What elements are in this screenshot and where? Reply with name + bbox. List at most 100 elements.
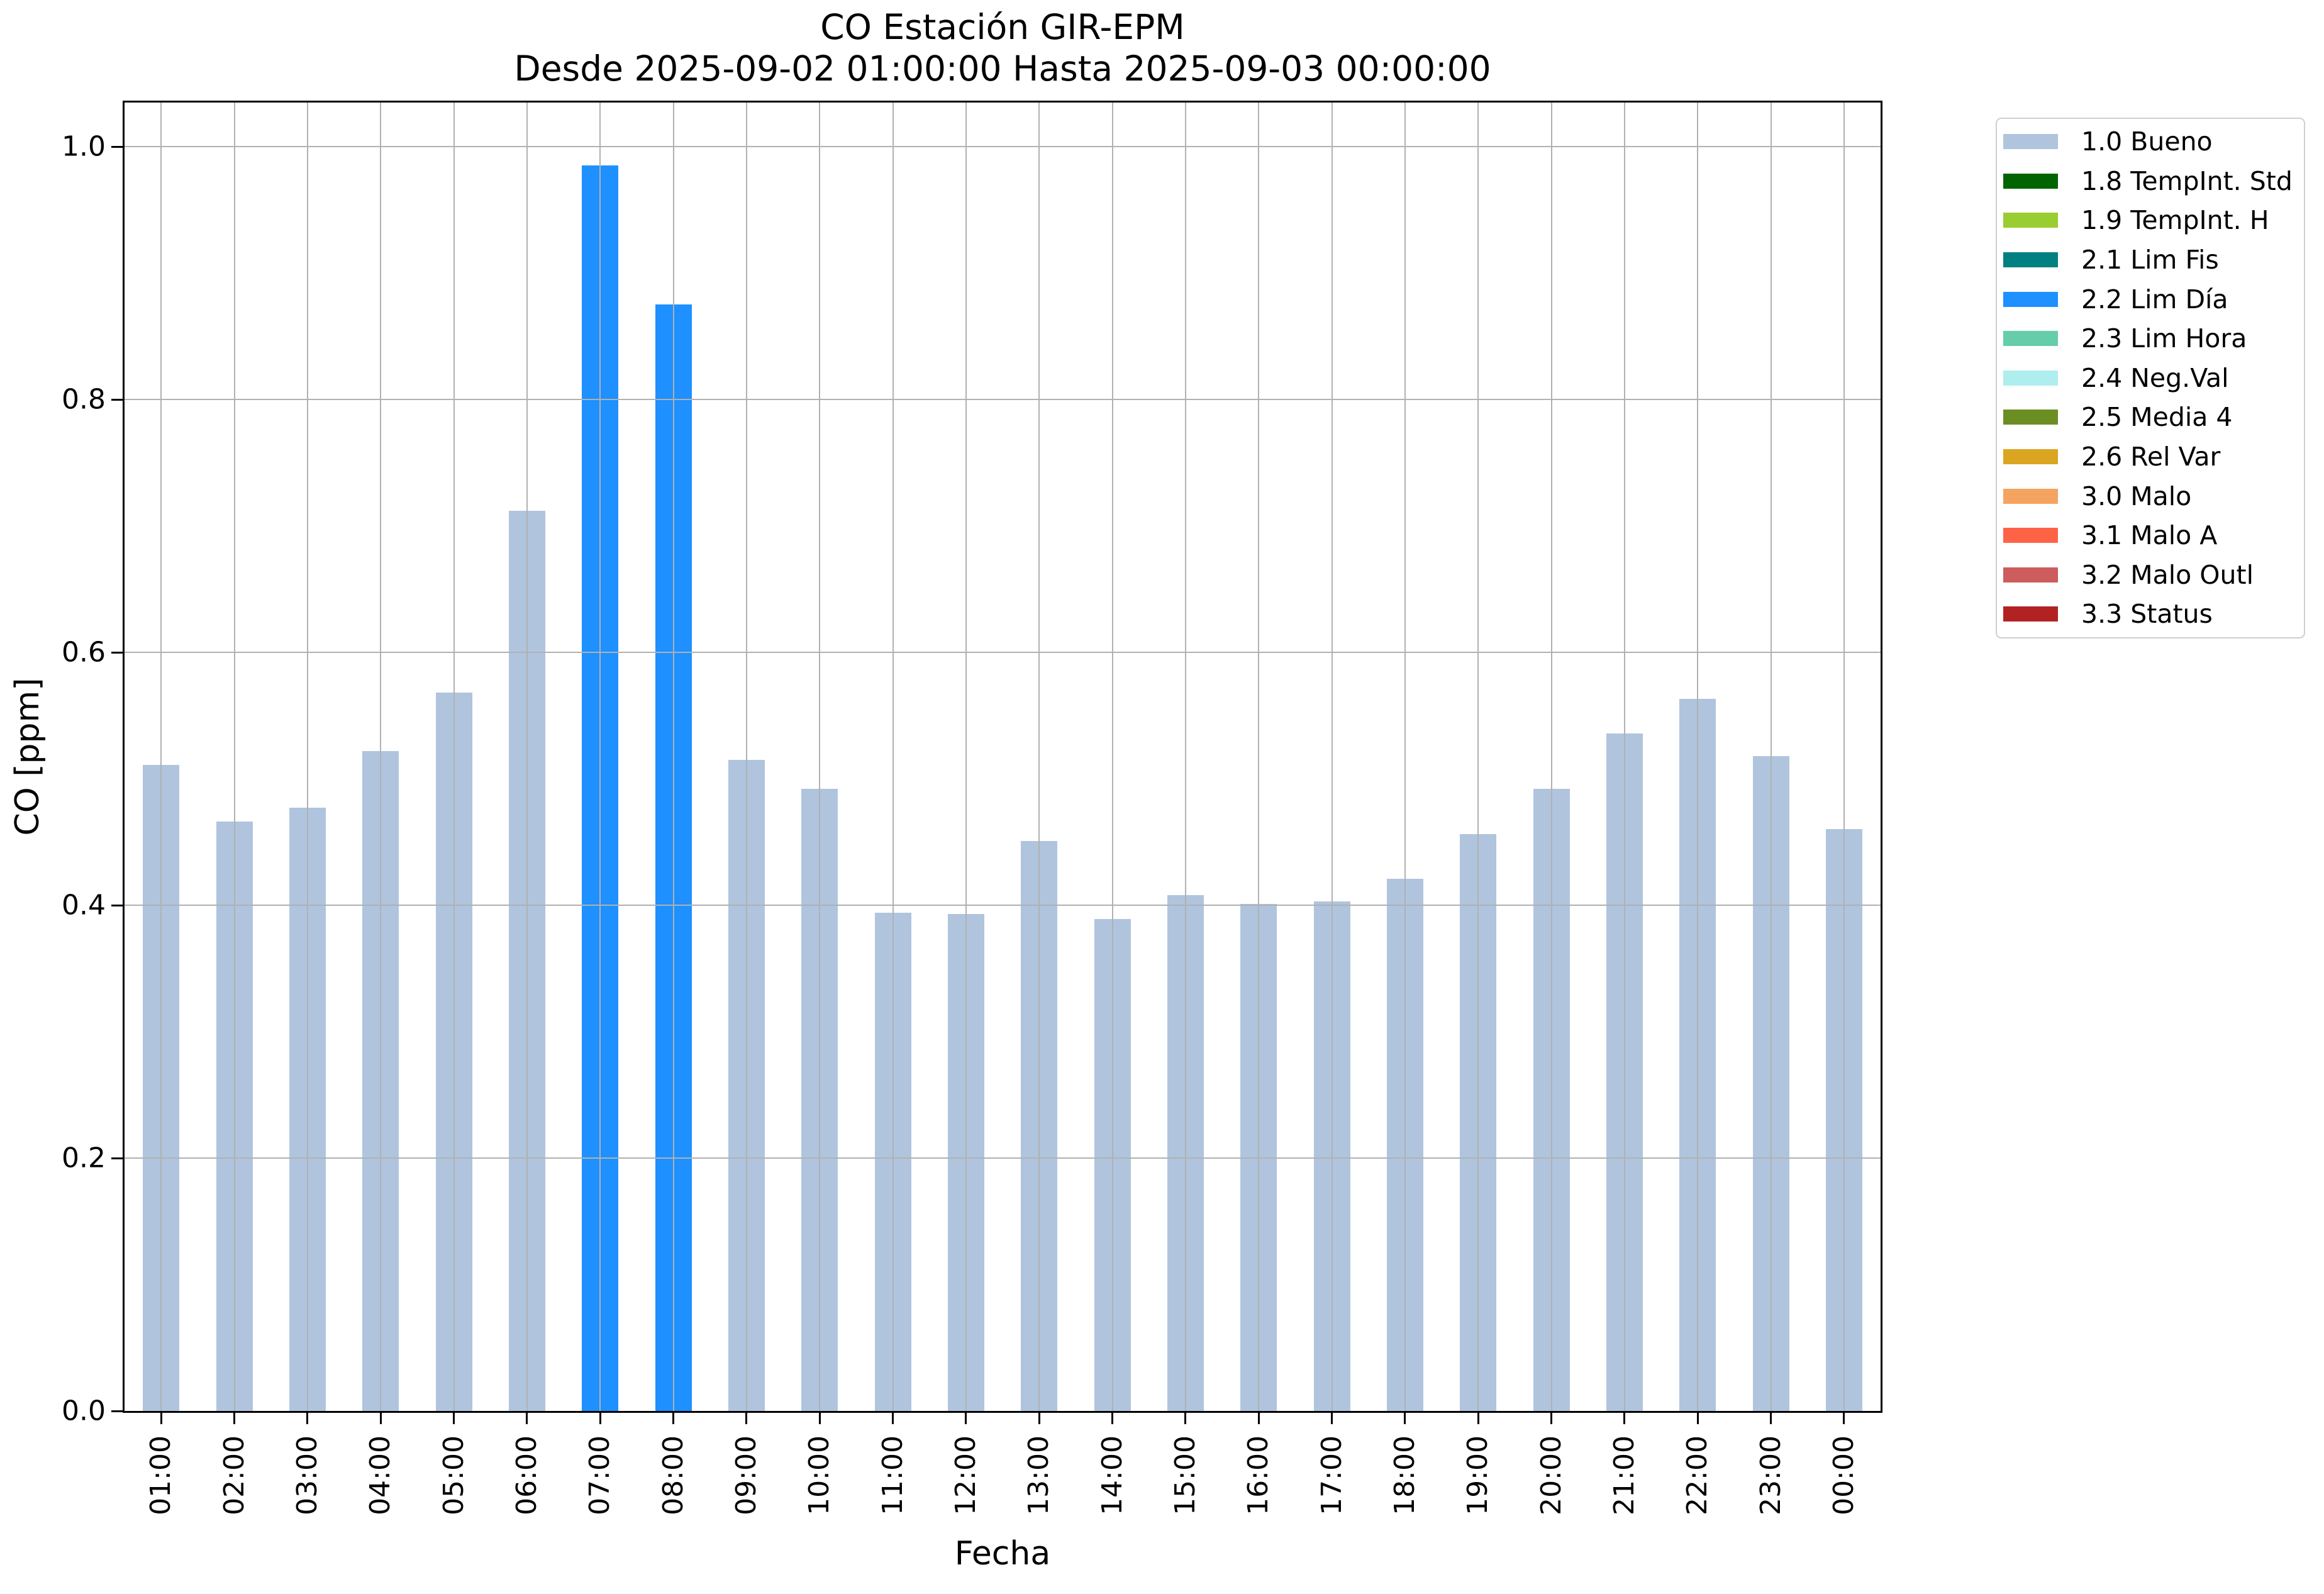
- v-gridline-21:00: [1623, 103, 1625, 1411]
- legend-label-tempint-h: 1.9 TempInt. H: [2081, 205, 2269, 236]
- v-gridline-05:00: [453, 103, 455, 1411]
- legend-swatch-media-4: [2003, 410, 2058, 425]
- x-tick-label-03:00: 03:00: [291, 1435, 323, 1515]
- chart-title: CO Estación GIR-EPM: [820, 7, 1185, 47]
- v-gridline-23:00: [1770, 103, 1772, 1411]
- x-tick-label-14:00: 14:00: [1096, 1435, 1128, 1515]
- v-gridline-07:00: [599, 103, 601, 1411]
- legend-swatch-lim-dia: [2003, 291, 2058, 307]
- x-tick-mark-14:00: [1111, 1413, 1113, 1424]
- v-gridline-01:00: [160, 103, 162, 1411]
- x-tick-mark-17:00: [1331, 1413, 1333, 1424]
- legend-label-malo-outl: 3.2 Malo Outl: [2081, 559, 2254, 590]
- legend-swatch-lim-hora: [2003, 331, 2058, 347]
- x-tick-mark-21:00: [1623, 1413, 1626, 1424]
- legend-row-tempint-h: 1.9 TempInt. H: [1997, 201, 2304, 240]
- x-tick-mark-15:00: [1184, 1413, 1187, 1424]
- legend-swatch-lim-fis: [2003, 252, 2058, 268]
- y-tick-mark-0.6: [111, 651, 123, 654]
- y-tick-label-0.0: 0.0: [62, 1395, 106, 1427]
- legend-swatch-status: [2003, 606, 2058, 622]
- h-gridline-0.2: [125, 1157, 1881, 1159]
- legend-swatch-malo-outl: [2003, 567, 2058, 582]
- x-tick-mark-23:00: [1770, 1413, 1772, 1424]
- legend-box: 1.0 Bueno 1.8 TempInt. Std 1.9 TempInt. H 2…: [1996, 118, 2305, 638]
- y-tick-mark-0.4: [111, 904, 123, 906]
- x-tick-mark-01:00: [160, 1413, 162, 1424]
- x-tick-mark-00:00: [1843, 1413, 1845, 1424]
- x-tick-label-07:00: 07:00: [584, 1435, 616, 1515]
- h-gridline-1.0: [125, 146, 1881, 147]
- v-gridline-08:00: [672, 103, 674, 1411]
- x-tick-mark-08:00: [672, 1413, 674, 1424]
- legend-swatch-malo: [2003, 488, 2058, 504]
- v-gridline-12:00: [965, 103, 967, 1411]
- legend-label-lim-dia: 2.2 Lim Día: [2081, 284, 2228, 315]
- x-tick-label-00:00: 00:00: [1827, 1435, 1860, 1515]
- legend-row-malo: 3.0 Malo: [1997, 476, 2304, 516]
- legend-row-lim-fis: 2.1 Lim Fis: [1997, 240, 2304, 280]
- legend-label-rel-var: 2.6 Rel Var: [2081, 442, 2221, 472]
- y-tick-mark-0.8: [111, 398, 123, 401]
- x-tick-mark-18:00: [1404, 1413, 1406, 1424]
- h-gridline-0.4: [125, 905, 1881, 906]
- y-axis-label: CO [ppm]: [9, 677, 47, 836]
- x-tick-mark-12:00: [965, 1413, 967, 1424]
- v-gridline-10:00: [819, 103, 821, 1411]
- legend-row-neg-val: 2.4 Neg.Val: [1997, 359, 2304, 398]
- x-tick-label-01:00: 01:00: [145, 1435, 177, 1515]
- legend-swatch-neg-val: [2003, 370, 2058, 386]
- x-tick-label-09:00: 09:00: [730, 1435, 762, 1515]
- x-tick-label-02:00: 02:00: [218, 1435, 250, 1515]
- legend-row-media-4: 2.5 Media 4: [1997, 398, 2304, 437]
- x-tick-label-10:00: 10:00: [803, 1435, 836, 1515]
- legend-label-tempint-std: 1.8 TempInt. Std: [2081, 165, 2293, 196]
- y-tick-mark-1.0: [111, 145, 123, 148]
- v-gridline-17:00: [1331, 103, 1333, 1411]
- x-tick-mark-22:00: [1696, 1413, 1699, 1424]
- legend-swatch-bueno: [2003, 134, 2058, 150]
- legend-row-tempint-std: 1.8 TempInt. Std: [1997, 162, 2304, 201]
- x-tick-label-23:00: 23:00: [1754, 1435, 1787, 1515]
- v-gridline-15:00: [1184, 103, 1186, 1411]
- plot-inner: [125, 103, 1881, 1411]
- legend-label-lim-hora: 2.3 Lim Hora: [2081, 323, 2247, 354]
- legend-swatch-tempint-h: [2003, 213, 2058, 228]
- x-tick-label-15:00: 15:00: [1169, 1435, 1201, 1515]
- v-gridline-18:00: [1404, 103, 1406, 1411]
- legend-label-bueno: 1.0 Bueno: [2081, 126, 2213, 157]
- x-tick-label-21:00: 21:00: [1608, 1435, 1640, 1515]
- x-tick-mark-20:00: [1550, 1413, 1552, 1424]
- v-gridline-20:00: [1550, 103, 1552, 1411]
- legend-row-malo-a: 3.1 Malo A: [1997, 516, 2304, 555]
- legend-row-rel-var: 2.6 Rel Var: [1997, 437, 2304, 477]
- x-tick-mark-02:00: [233, 1413, 235, 1424]
- legend-swatch-malo-a: [2003, 528, 2058, 543]
- x-tick-label-04:00: 04:00: [364, 1435, 397, 1515]
- x-tick-label-06:00: 06:00: [510, 1435, 543, 1515]
- x-tick-label-22:00: 22:00: [1681, 1435, 1714, 1515]
- legend-row-lim-dia: 2.2 Lim Día: [1997, 279, 2304, 319]
- legend-label-media-4: 2.5 Media 4: [2081, 402, 2233, 433]
- legend-row-malo-outl: 3.2 Malo Outl: [1997, 555, 2304, 595]
- y-tick-label-0.2: 0.2: [62, 1142, 106, 1174]
- y-tick-label-0.8: 0.8: [62, 383, 106, 416]
- y-tick-label-0.4: 0.4: [62, 889, 106, 922]
- legend-label-lim-fis: 2.1 Lim Fis: [2081, 245, 2219, 276]
- chart-subtitle: Desde 2025-09-02 01:00:00 Hasta 2025-09-…: [514, 48, 1491, 89]
- x-tick-label-05:00: 05:00: [437, 1435, 470, 1515]
- x-tick-mark-10:00: [818, 1413, 821, 1424]
- v-gridline-02:00: [233, 103, 235, 1411]
- v-gridline-06:00: [526, 103, 528, 1411]
- y-tick-mark-0.2: [111, 1157, 123, 1159]
- y-tick-label-0.6: 0.6: [62, 636, 106, 669]
- plot-area: [123, 101, 1882, 1413]
- x-tick-label-18:00: 18:00: [1388, 1435, 1421, 1515]
- x-tick-mark-03:00: [306, 1413, 309, 1424]
- x-tick-mark-13:00: [1038, 1413, 1040, 1424]
- v-gridline-22:00: [1697, 103, 1699, 1411]
- legend-swatch-rel-var: [2003, 449, 2058, 465]
- x-axis-label: Fecha: [954, 1535, 1051, 1573]
- x-tick-mark-19:00: [1477, 1413, 1479, 1424]
